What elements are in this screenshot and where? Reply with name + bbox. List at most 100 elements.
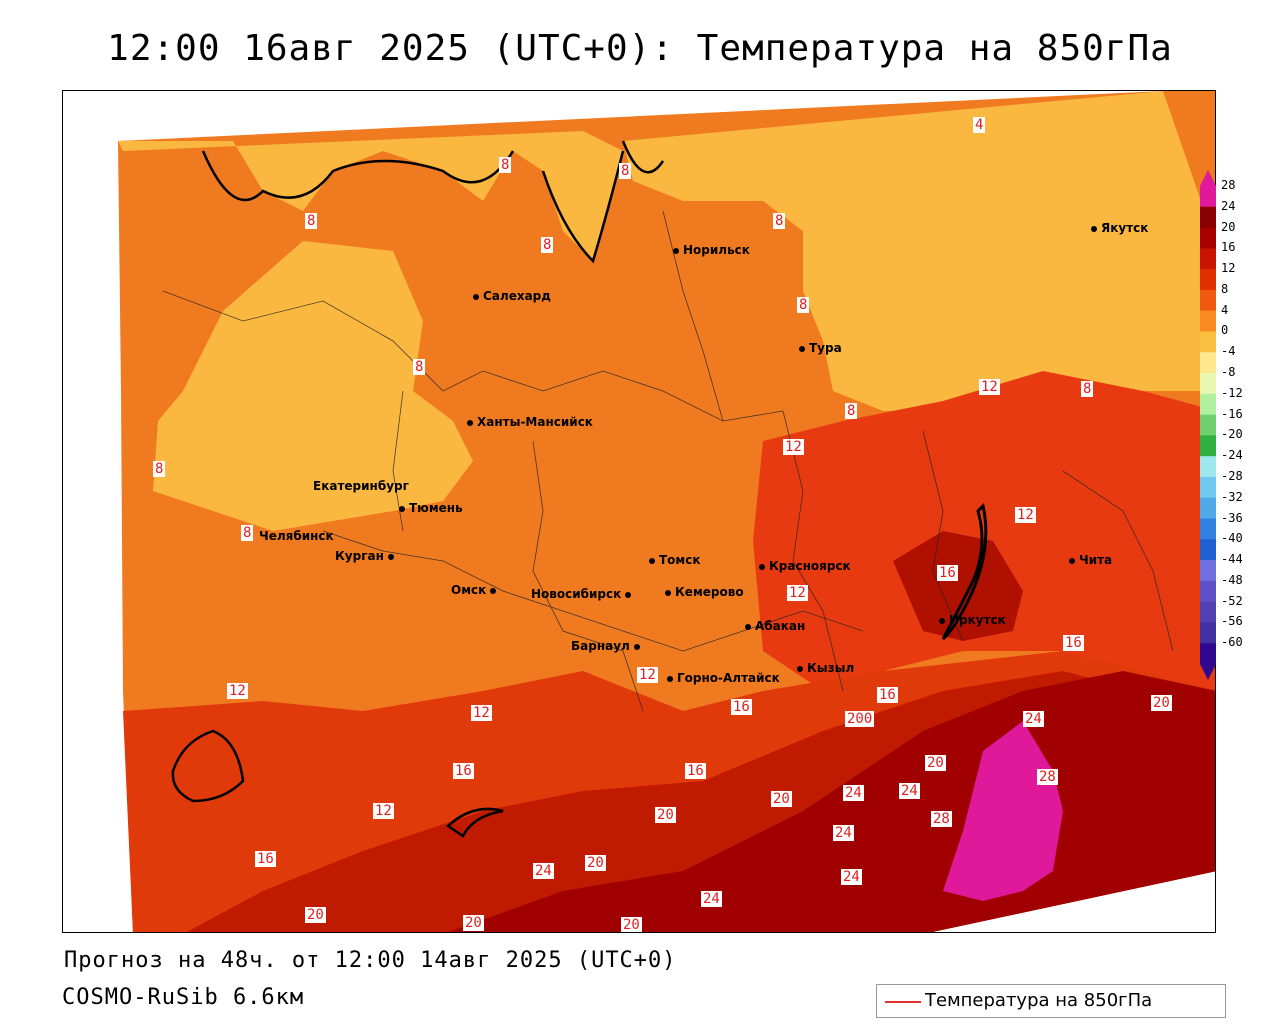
city-marker-icon xyxy=(797,665,803,672)
legend-label: Температура на 850гПа xyxy=(925,990,1153,1011)
colorbar-tick-label: 16 xyxy=(1221,240,1236,255)
city-marker-icon xyxy=(633,643,640,650)
contour-label: 8 xyxy=(1081,381,1094,397)
colorbar-tick-label: -36 xyxy=(1221,510,1243,525)
colorbar-tick-label: -28 xyxy=(1221,468,1243,483)
contour-label: 20 xyxy=(463,915,484,931)
contour-label: 20 xyxy=(585,855,606,871)
colorbar-segment xyxy=(1200,331,1216,353)
temperature-map: Норильск Якутск Салехард Тура Ханты-Манс… xyxy=(62,90,1216,933)
contour-label: 8 xyxy=(619,163,632,179)
city-kyzyl: Кызыл xyxy=(797,661,854,675)
cool-zone-northeast xyxy=(623,91,1203,411)
colorbar-segment xyxy=(1200,393,1216,416)
colorbar-tick-label: -60 xyxy=(1221,635,1243,650)
contour-label: 200 xyxy=(845,711,875,727)
contour-label: 24 xyxy=(843,785,864,801)
contour-label: 16 xyxy=(453,763,474,779)
city-chelyabinsk: Челябинск xyxy=(259,529,334,543)
contour-label: 24 xyxy=(841,869,862,885)
forecast-info: Прогноз на 48ч. от 12:00 14авг 2025 (UTC… xyxy=(64,948,677,973)
colorbar-segment xyxy=(1200,456,1216,478)
colorbar-tick-label: -4 xyxy=(1221,344,1236,359)
contour-label: 20 xyxy=(771,791,792,807)
cool-zone-west xyxy=(153,241,473,531)
contour-label: 20 xyxy=(925,755,946,771)
colorbar-tick-label: -20 xyxy=(1221,427,1243,442)
city-marker-icon xyxy=(665,589,671,596)
coastline xyxy=(201,140,665,264)
city-chita: Чита xyxy=(1069,553,1112,567)
model-info: COSMO-RuSib 6.6км xyxy=(62,985,305,1010)
city-marker-icon xyxy=(939,617,945,624)
colorbar-segment xyxy=(1200,352,1216,374)
city-marker-icon xyxy=(387,553,394,560)
city-khanty-mansiysk: Ханты-Мансийск xyxy=(467,415,593,429)
colorbar-segment xyxy=(1200,518,1216,540)
contour-label: 4 xyxy=(973,117,986,133)
city-yakutsk: Якутск xyxy=(1091,221,1148,235)
colorbar-tick-label: 28 xyxy=(1221,178,1236,192)
city-marker-icon xyxy=(490,587,497,594)
city-ekaterinburg: Екатеринбург xyxy=(313,479,409,493)
city-omsk: Омск xyxy=(451,583,500,597)
colorbar-arrow-bottom xyxy=(1200,664,1216,680)
city-marker-icon xyxy=(649,557,655,564)
contour-label: 12 xyxy=(1015,507,1036,523)
colorbar-tick-label: -56 xyxy=(1221,614,1243,629)
contour-label: 16 xyxy=(877,687,898,703)
city-gorno-altaysk: Горно-Алтайск xyxy=(667,671,780,685)
city-marker-icon xyxy=(667,675,673,682)
contour-label: 12 xyxy=(979,379,1000,395)
colorbar-segment xyxy=(1200,622,1216,644)
colorbar-segment xyxy=(1200,269,1216,291)
contour-label: 8 xyxy=(541,237,554,253)
colorbar-segment xyxy=(1200,580,1216,603)
warm-zone-baikal xyxy=(893,531,1023,641)
city-novosibirsk: Новосибирск xyxy=(531,587,635,601)
city-salekhard: Салехард xyxy=(473,289,551,303)
colorbar-segment xyxy=(1200,289,1216,312)
contour-label: 20 xyxy=(305,907,326,923)
contour-label: 20 xyxy=(1151,695,1172,711)
contour-label: 8 xyxy=(305,213,318,229)
contour-label: 24 xyxy=(701,891,722,907)
colorbar-tick-label: -40 xyxy=(1221,531,1243,546)
city-marker-icon xyxy=(1091,225,1097,232)
legend: Температура на 850гПа xyxy=(876,984,1226,1018)
colorbar-tick-label: 8 xyxy=(1221,281,1229,296)
colorbar-segment xyxy=(1200,373,1216,395)
contour-label: 12 xyxy=(227,683,248,699)
colorbar-tick-label: 24 xyxy=(1221,198,1236,213)
city-marker-icon xyxy=(1069,557,1075,564)
city-krasnoyarsk: Красноярск xyxy=(759,559,851,573)
contour-label: 24 xyxy=(533,863,554,879)
aral-sea xyxy=(171,729,245,803)
legend-line-icon xyxy=(885,1001,921,1003)
city-marker-icon xyxy=(759,563,765,570)
map-title: 12:00 16авг 2025 (UTC+0): Температура на… xyxy=(107,28,1173,69)
colorbar-segment xyxy=(1200,601,1216,623)
contour-label: 16 xyxy=(255,851,276,867)
city-tomsk: Томск xyxy=(649,553,701,567)
lake-baikal xyxy=(941,503,988,641)
colorbar-segment xyxy=(1200,643,1216,665)
colorbar-segment xyxy=(1200,310,1216,332)
city-marker-icon xyxy=(473,293,479,300)
colorbar-tick-label: -32 xyxy=(1221,489,1243,504)
region-borders xyxy=(162,210,1174,712)
city-barnaul: Барнаул xyxy=(571,639,644,653)
colorbar-segment xyxy=(1200,248,1216,270)
contour-label: 16 xyxy=(1063,635,1084,651)
city-kemerovo: Кемерово xyxy=(665,585,744,599)
colorbar-segment xyxy=(1200,560,1216,582)
colorbar-tick-label: -48 xyxy=(1221,572,1243,587)
city-norilsk: Норильск xyxy=(673,243,750,257)
colorbar-tick-label: -12 xyxy=(1221,385,1243,400)
contour-label: 8 xyxy=(797,297,810,313)
city-tura: Тура xyxy=(799,341,842,355)
colorbar xyxy=(1200,170,1216,680)
city-marker-icon xyxy=(745,623,751,630)
contour-label: 24 xyxy=(899,783,920,799)
city-marker-icon xyxy=(467,419,473,426)
